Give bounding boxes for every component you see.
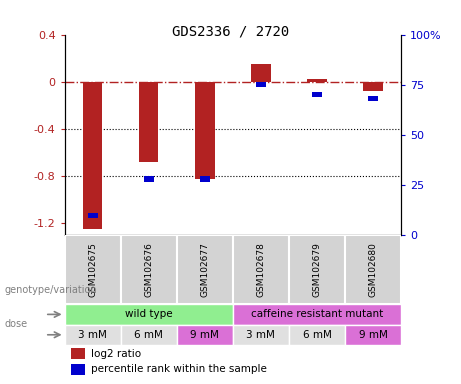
Text: GSM102678: GSM102678 — [256, 242, 266, 297]
Text: dose: dose — [5, 319, 28, 329]
Bar — [345, 324, 401, 345]
Text: 3 mM: 3 mM — [247, 330, 275, 340]
Bar — [139, 82, 159, 162]
Bar — [177, 324, 233, 345]
Text: GSM102679: GSM102679 — [313, 242, 321, 297]
Text: GSM102675: GSM102675 — [88, 242, 97, 297]
Text: log2 ratio: log2 ratio — [91, 349, 142, 359]
Bar — [71, 364, 85, 375]
Bar — [368, 96, 378, 101]
Text: GSM102680: GSM102680 — [368, 242, 378, 297]
Bar — [88, 212, 98, 218]
Text: 6 mM: 6 mM — [134, 330, 163, 340]
Bar — [363, 82, 383, 91]
Text: wild type: wild type — [125, 310, 172, 319]
Text: genotype/variation: genotype/variation — [5, 285, 97, 295]
Bar — [195, 82, 214, 179]
Text: 9 mM: 9 mM — [190, 330, 219, 340]
Bar — [307, 79, 327, 82]
Text: GDS2336 / 2720: GDS2336 / 2720 — [172, 25, 289, 39]
Text: percentile rank within the sample: percentile rank within the sample — [91, 364, 267, 374]
Bar — [345, 235, 401, 304]
Bar — [289, 324, 345, 345]
Bar — [121, 324, 177, 345]
Bar — [144, 176, 154, 182]
Text: GSM102677: GSM102677 — [200, 242, 209, 297]
Bar — [256, 82, 266, 88]
Text: 9 mM: 9 mM — [359, 330, 387, 340]
Bar — [177, 235, 233, 304]
Bar — [289, 235, 345, 304]
Bar — [121, 235, 177, 304]
Text: caffeine resistant mutant: caffeine resistant mutant — [251, 310, 383, 319]
Text: 3 mM: 3 mM — [78, 330, 107, 340]
Bar — [251, 64, 271, 82]
Bar — [233, 235, 289, 304]
Bar — [200, 176, 210, 182]
Bar — [65, 304, 233, 324]
Bar — [233, 304, 401, 324]
Bar — [233, 324, 289, 345]
Bar — [312, 92, 322, 98]
Bar — [83, 82, 102, 229]
Text: GSM102676: GSM102676 — [144, 242, 153, 297]
Bar — [65, 324, 121, 345]
Bar — [65, 235, 121, 304]
Bar — [71, 348, 85, 359]
Text: 6 mM: 6 mM — [302, 330, 331, 340]
